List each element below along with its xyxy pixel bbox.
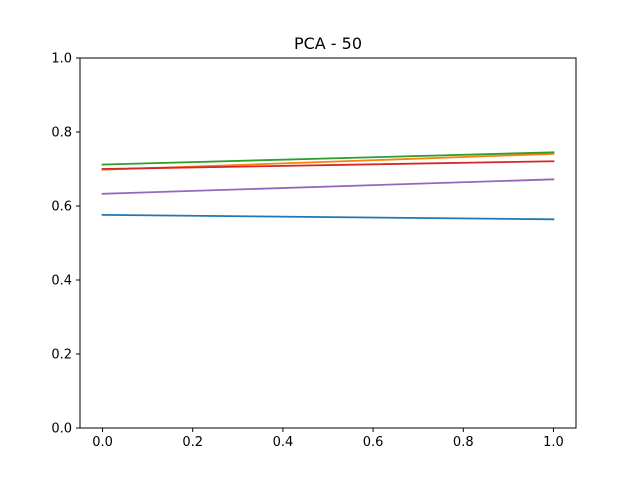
x-tick-label: 0.4 bbox=[273, 435, 294, 450]
y-tick-label: 0.4 bbox=[51, 274, 72, 289]
chart-title: PCA - 50 bbox=[294, 34, 362, 53]
plot-frame bbox=[79, 57, 577, 429]
x-tick-label: 1.0 bbox=[543, 435, 564, 450]
x-tick-label: 0.6 bbox=[363, 435, 384, 450]
series-layer bbox=[101, 151, 555, 221]
y-tick-label: 0.8 bbox=[51, 126, 72, 141]
y-tick-label: 0.2 bbox=[51, 348, 72, 363]
series-line-1 bbox=[101, 213, 555, 221]
series-line-4 bbox=[101, 160, 555, 170]
y-tick-label: 0.6 bbox=[51, 200, 72, 215]
x-tick-label: 0.0 bbox=[92, 435, 113, 450]
x-tick-label: 0.8 bbox=[453, 435, 474, 450]
series-line-5 bbox=[101, 178, 555, 195]
y-axis: 0.0 0.2 0.4 0.6 0.8 1.0 bbox=[51, 52, 80, 437]
series-line-3 bbox=[101, 151, 555, 166]
y-tick-label: 1.0 bbox=[51, 52, 72, 67]
x-tick-label: 0.2 bbox=[182, 435, 203, 450]
x-axis: 0.0 0.2 0.4 0.6 0.8 1.0 bbox=[92, 428, 564, 450]
y-tick-label: 0.0 bbox=[51, 422, 72, 437]
